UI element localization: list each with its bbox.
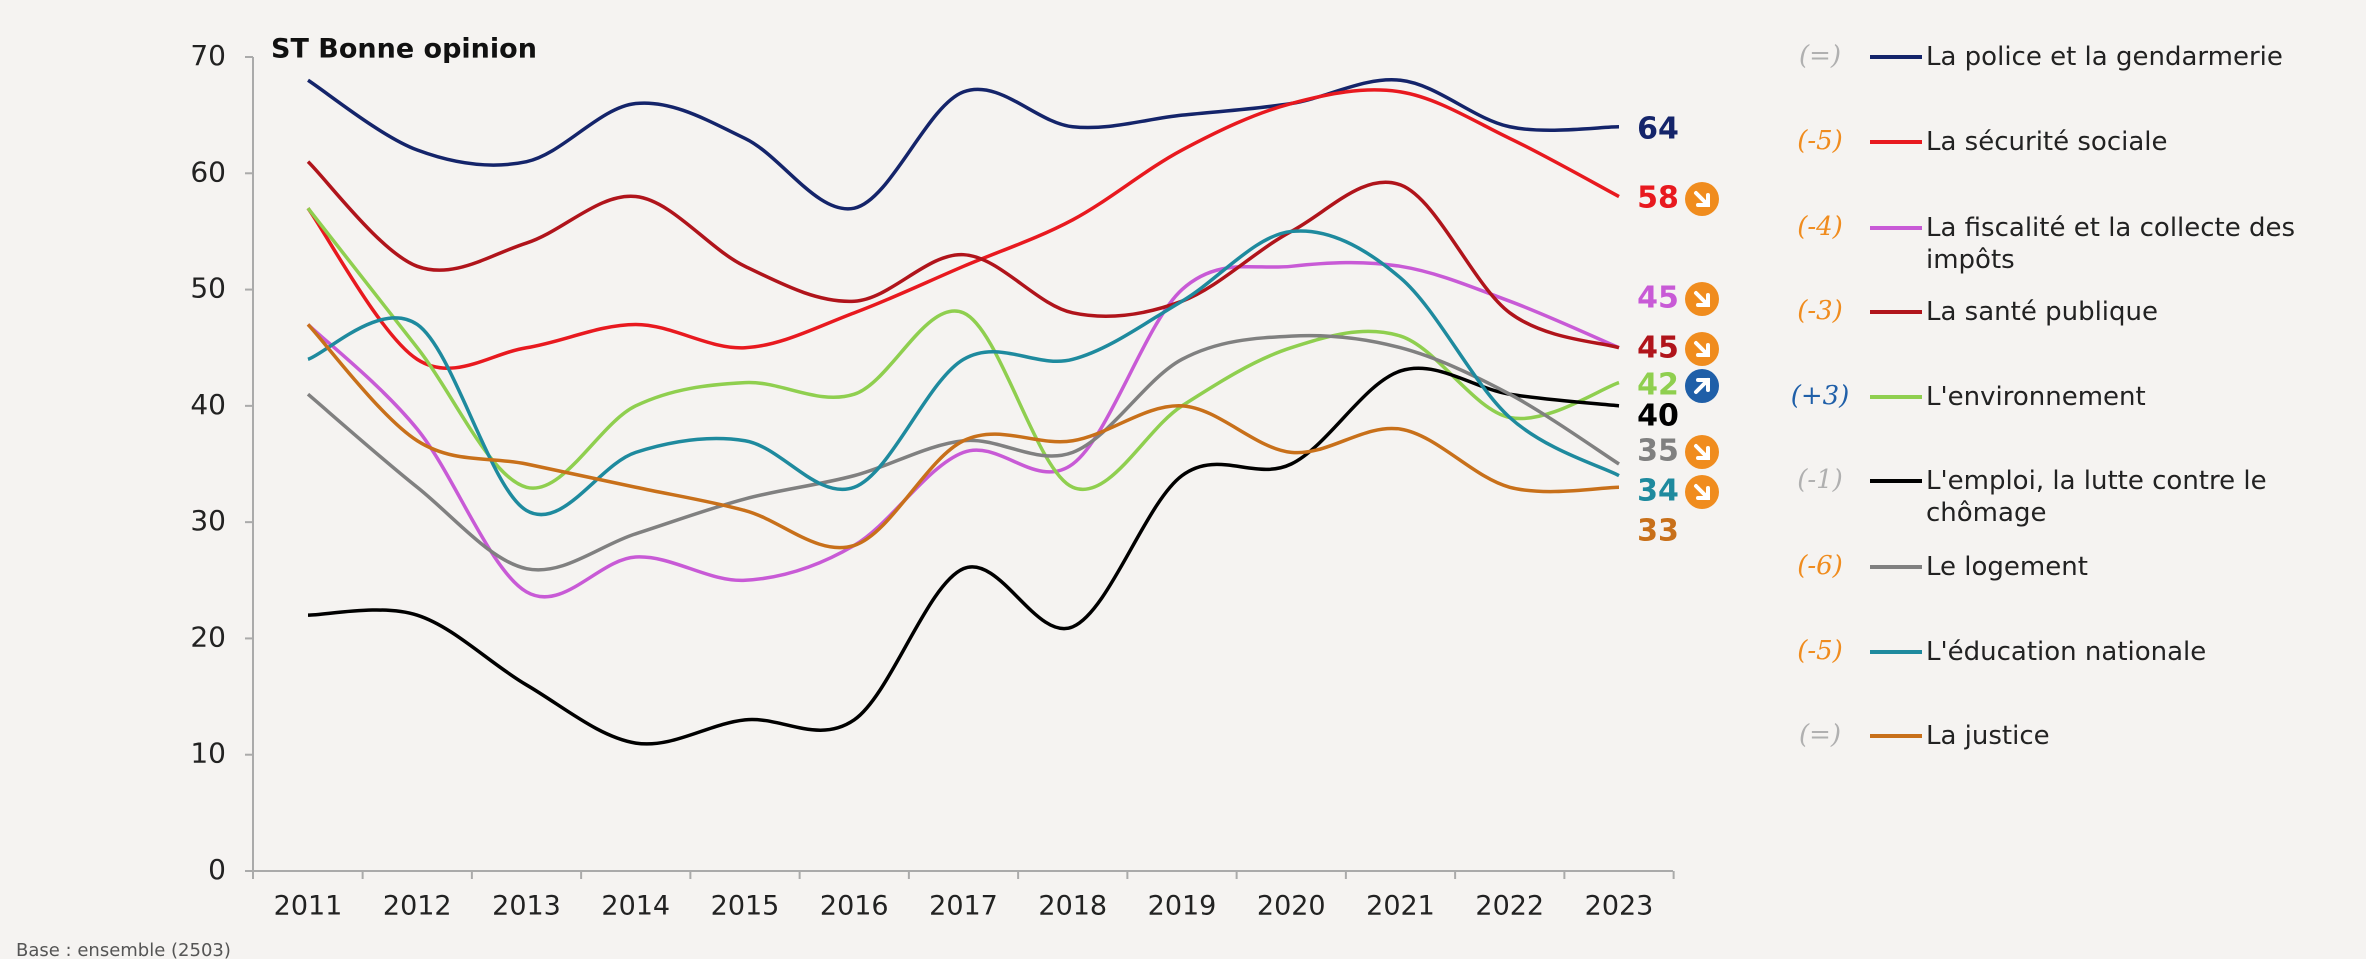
x-tick-label: 2015 [711, 891, 780, 922]
x-tick-label: 2018 [1038, 891, 1107, 922]
trend-icon [1685, 182, 1719, 216]
change-label: (=) [1798, 41, 1842, 71]
series-line [307, 366, 1620, 746]
end-label: 45 [1637, 331, 1679, 366]
y-tick-label: 10 [190, 737, 226, 770]
y-tick-label: 40 [190, 388, 226, 421]
x-tick-label: 2016 [820, 891, 889, 922]
end-label: 34 [1637, 474, 1679, 509]
legend-label: L'emploi, la lutte contre le chômage [1926, 466, 2267, 528]
legend-label: La justice [1926, 721, 2050, 751]
legend-label: Le logement [1926, 552, 2088, 582]
annotation: ST Bonne opinion [271, 34, 537, 65]
footnote: Base : ensemble (2503) [16, 940, 231, 959]
y-tick-label: 30 [190, 504, 226, 537]
x-tick-label: 2017 [929, 891, 998, 922]
x-tick-label: 2021 [1366, 891, 1435, 922]
icon-arrow [1694, 378, 1710, 394]
end-label: 58 [1637, 181, 1679, 216]
x-tick-label: 2019 [1148, 891, 1217, 922]
trend-icon [1685, 435, 1719, 469]
legend-label: La sécurité sociale [1926, 127, 2168, 157]
trend-icon [1685, 475, 1719, 509]
y-tick-label: 50 [190, 272, 226, 305]
trend-icon [1685, 369, 1719, 403]
x-tick-label: 2022 [1475, 891, 1544, 922]
x-tick-label: 2014 [601, 891, 670, 922]
change-label: (-5) [1797, 636, 1843, 666]
series-line [306, 207, 1620, 492]
y-tick-label: 70 [190, 39, 226, 72]
end-label: 42 [1637, 368, 1679, 403]
x-tick-label: 2023 [1585, 891, 1654, 922]
x-tick-label: 2011 [274, 891, 343, 922]
change-label: (-5) [1797, 126, 1843, 156]
series-line [306, 160, 1620, 350]
change-label: (-3) [1797, 296, 1843, 326]
legend-label: L'environnement [1926, 382, 2146, 412]
x-tick-label: 2012 [383, 891, 452, 922]
x-tick-label: 2013 [492, 891, 561, 922]
legend-label: L'éducation nationale [1926, 637, 2207, 667]
icon-arrow [1694, 191, 1710, 207]
trend-icon [1685, 282, 1719, 316]
legend-label: La santé publique [1926, 297, 2159, 327]
change-label: (-4) [1797, 212, 1843, 242]
trend-icon [1685, 332, 1719, 366]
series-line [306, 323, 1620, 550]
end-label: 64 [1637, 112, 1679, 147]
icon-arrow [1694, 291, 1710, 307]
legend-label: La fiscalité et la collecte des impôts [1926, 213, 2296, 275]
series-line [307, 229, 1620, 517]
x-tick-label: 2020 [1257, 891, 1326, 922]
y-tick-label: 20 [190, 620, 226, 653]
change-label: (+3) [1790, 381, 1850, 411]
change-label: (=) [1798, 720, 1842, 750]
end-label: 35 [1637, 434, 1679, 469]
end-label: 40 [1637, 399, 1679, 434]
end-label: 45 [1637, 281, 1679, 316]
series-line [306, 88, 1620, 370]
change-label: (-1) [1797, 465, 1843, 495]
y-tick-label: 60 [190, 155, 226, 188]
icon-arrow [1694, 484, 1710, 500]
change-label: (-6) [1797, 551, 1843, 581]
legend-label: La police et la gendarmerie [1926, 42, 2283, 72]
series-line [307, 78, 1620, 211]
icon-arrow [1694, 341, 1710, 357]
icon-arrow [1694, 444, 1710, 460]
end-label: 33 [1637, 514, 1679, 549]
y-tick-label: 0 [208, 853, 226, 886]
